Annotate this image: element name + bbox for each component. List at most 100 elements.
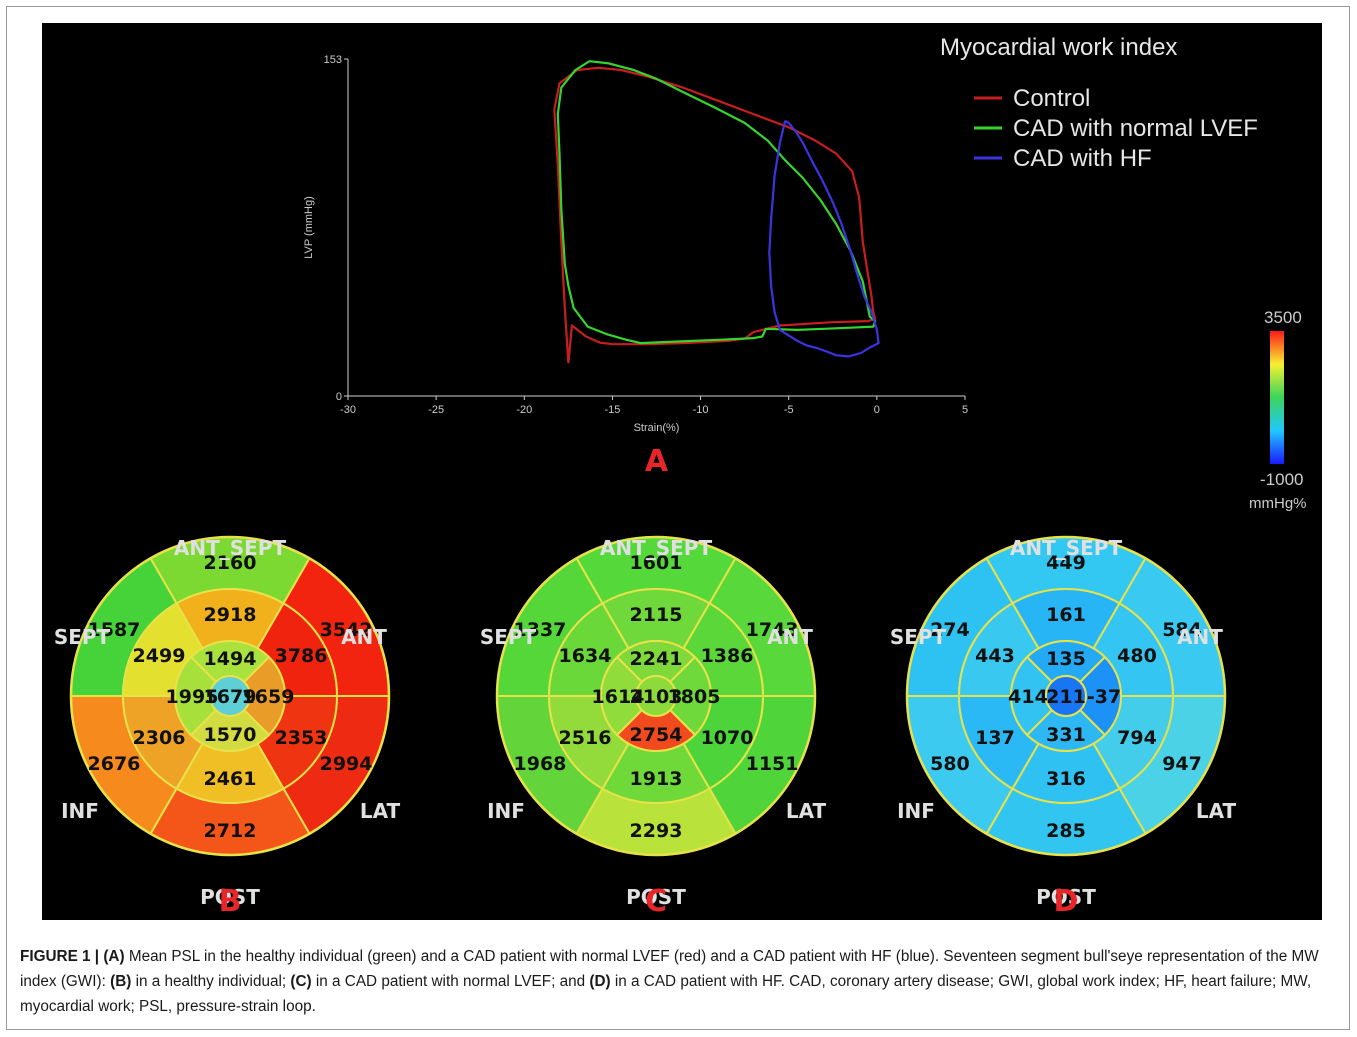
legend-label: CAD with normal LVEF [1013, 115, 1258, 142]
caption-part-d-label: (D) [589, 973, 611, 990]
mid-value: 3786 [275, 645, 328, 667]
basal-value: 580 [930, 753, 970, 775]
basal-value: 2160 [204, 552, 257, 574]
wall-label-bottom: POST [626, 885, 686, 909]
wall-label-top-right: ANT [341, 625, 387, 649]
apical-value: 1614 [592, 686, 645, 708]
basal-value: 2676 [88, 753, 141, 775]
x-tick-label: -10 [693, 404, 709, 416]
x-tick-label: -30 [340, 404, 356, 416]
apical-value: 2241 [630, 648, 683, 670]
mid-value: 2353 [275, 727, 328, 749]
x-tick-label: 5 [962, 404, 968, 416]
mid-value: 137 [975, 727, 1015, 749]
mid-value: 480 [1117, 645, 1157, 667]
mid-value: 1634 [559, 645, 612, 667]
wall-label-top: ANT_SEPT [174, 536, 287, 560]
colorbar-unit-label: mmHg% [1249, 495, 1307, 512]
x-tick-label: -5 [784, 404, 794, 416]
bullseye-rim [905, 535, 1227, 857]
basal-value: 274 [930, 619, 970, 641]
basal-value: 2994 [320, 753, 373, 775]
colorbar: 3500 -1000 mmHg% [1249, 308, 1307, 512]
caption-part-c-label: (C) [290, 973, 312, 990]
basal-value: 449 [1046, 552, 1086, 574]
bullseye-b: 2160 3542 2994 2712 2676 1587 2918 3786 2353 2461… [54, 535, 401, 919]
bullseye-c: 1601 1743 1151 2293 1968 1337 2115 1386 1070 1913… [480, 535, 827, 919]
wall-label-left: INF [61, 799, 99, 823]
wall-label-right: LAT [1196, 799, 1237, 823]
colorbar-gradient [1270, 331, 1284, 464]
pressure-strain-plot: -30 -25 -20 -15 -10 -5 0 5 0 153 Strain(%) LVP (mmH… [303, 34, 1258, 479]
colorbar-min-label: -1000 [1260, 470, 1303, 489]
mid-value: 2499 [133, 645, 186, 667]
apex-segment [635, 675, 677, 717]
caption-part-d-text: in a CAD patient with HF. CAD, coronary … [20, 973, 1312, 1015]
figure-caption: FIGURE 1 | (A) Mean PSL in the healthy i… [20, 944, 1335, 1019]
wall-label-top-left: SEPT [890, 625, 947, 649]
apical-value: 1805 [668, 686, 721, 708]
mid-value: 1386 [701, 645, 754, 667]
x-tick-label: 0 [874, 404, 880, 416]
apical-value: 2754 [630, 724, 683, 746]
wall-label-top-left: SEPT [480, 625, 537, 649]
x-tick-label: -25 [428, 404, 444, 416]
wall-label-left: INF [487, 799, 525, 823]
wall-label-left: INF [897, 799, 935, 823]
basal-value: 1337 [514, 619, 567, 641]
apical-value: 414 [1008, 686, 1048, 708]
caption-part-c-text: in a CAD patient with normal LVEF; and [311, 973, 590, 990]
mid-value: 161 [1046, 604, 1086, 626]
apex-value: 211 [1046, 686, 1086, 708]
plot-lines [553, 60, 880, 364]
basal-value: 2712 [204, 820, 257, 842]
apical-value: 1995 [166, 686, 219, 708]
basal-value: 584 [1162, 619, 1202, 641]
basal-value: 2293 [630, 820, 683, 842]
mid-value: 316 [1046, 768, 1086, 790]
basal-value: 1968 [514, 753, 567, 775]
wall-label-right: LAT [360, 799, 401, 823]
apex-segment [209, 675, 251, 717]
apex-value: 1679 [204, 686, 257, 708]
mid-value: 2918 [204, 604, 257, 626]
caption-label: FIGURE 1 | [20, 948, 100, 965]
caption-part-a-label: (A) [103, 948, 125, 965]
apical-value: 135 [1046, 648, 1086, 670]
wall-label-bottom: POST [200, 885, 260, 909]
panel-letter-a: A [645, 444, 669, 479]
caption-part-a-text: Mean PSL in the healthy individual (gree… [20, 948, 1319, 990]
basal-value: 947 [1162, 753, 1202, 775]
apical-value: -37 [1087, 686, 1121, 708]
wall-label-top: ANT_SEPT [600, 536, 713, 560]
wall-label-top: ANT_SEPT [1010, 536, 1123, 560]
panel-letter-c: C [645, 884, 667, 919]
series-line-1 [553, 66, 877, 364]
panel-letter-b: B [219, 884, 242, 919]
bullseye-d: 449 584 947 285 580 274 161 480 794 316 137 443 135-… [890, 535, 1237, 919]
mid-value: 1070 [701, 727, 754, 749]
apex-segment [1045, 675, 1087, 717]
figure-frame [6, 6, 1350, 1030]
bullseye-panels: 2160 3542 2994 2712 2676 1587 2918 3786 2353 2461… [54, 535, 1237, 919]
mid-value: 2115 [630, 604, 683, 626]
x-axis-label: Strain(%) [634, 422, 680, 434]
caption-part-b-label: (B) [110, 973, 132, 990]
x-tick-label: -15 [604, 404, 620, 416]
apex-value: 2103 [630, 686, 683, 708]
panel-letter-d: D [1054, 884, 1079, 919]
wall-label-top-left: SEPT [54, 625, 111, 649]
mid-value: 2461 [204, 768, 257, 790]
plot-title: Myocardial work index [940, 34, 1177, 61]
wall-label-top-right: ANT [1177, 625, 1223, 649]
basal-value: 285 [1046, 820, 1086, 842]
y-tick-label: 153 [324, 54, 342, 66]
colorbar-max-label: 3500 [1264, 308, 1302, 327]
basal-value: 1601 [630, 552, 683, 574]
caption-part-b-text: in a healthy individual; [131, 973, 291, 990]
apical-value: 1494 [204, 648, 257, 670]
legend-label: CAD with HF [1013, 145, 1152, 172]
apical-value: 331 [1046, 724, 1086, 746]
mid-value: 443 [975, 645, 1015, 667]
wall-label-top-right: ANT [767, 625, 813, 649]
